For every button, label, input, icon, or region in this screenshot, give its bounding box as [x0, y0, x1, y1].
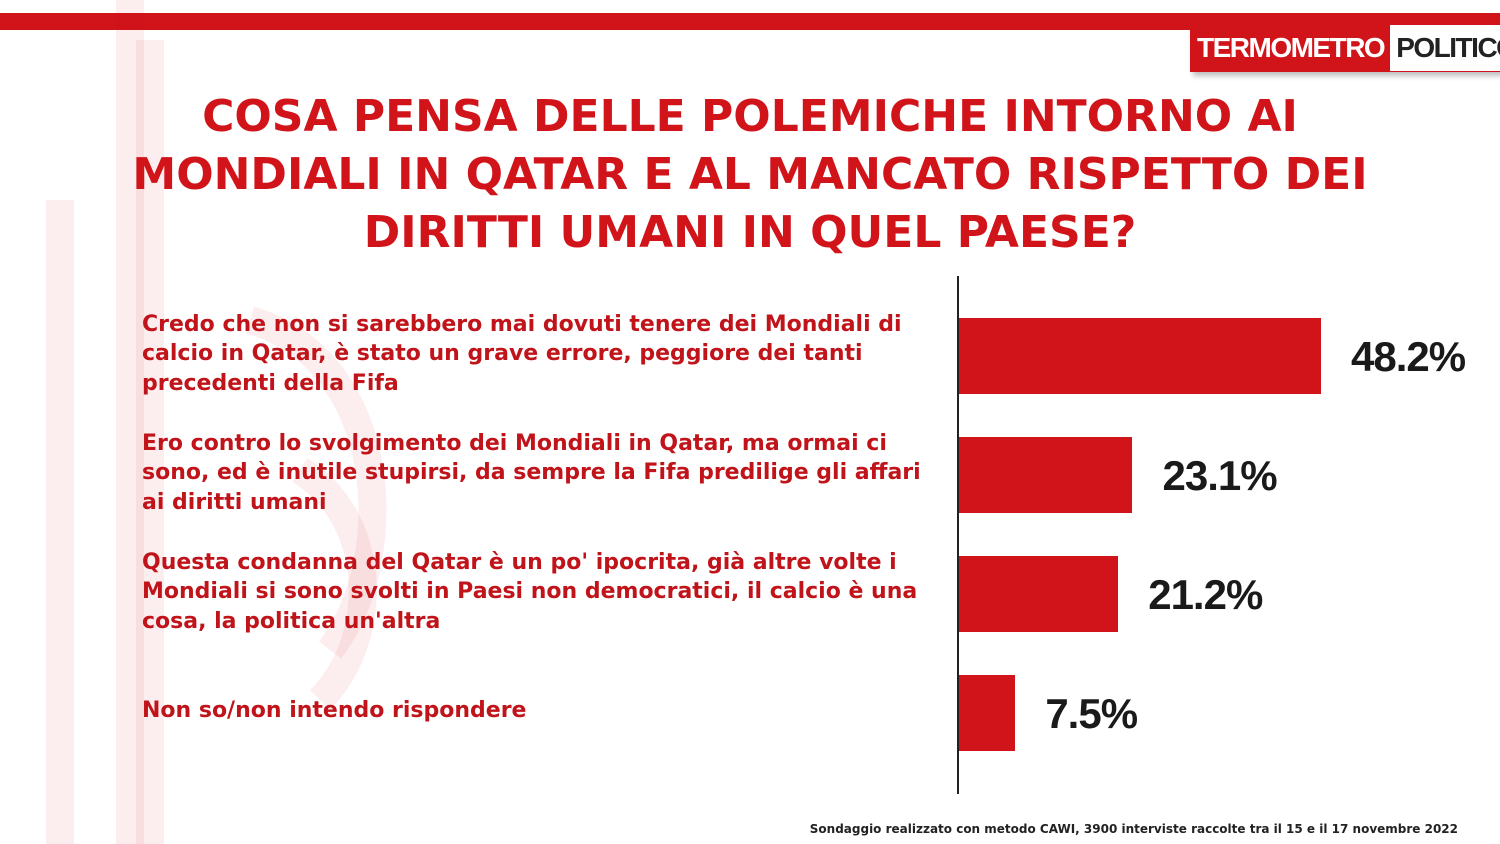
background-watermark [46, 0, 387, 844]
value-label: 23.1% [1162, 452, 1277, 499]
title-line: COSA PENSA DELLE POLEMICHE INTORNO AI [202, 91, 1298, 142]
category-label-line: sono, ed è inutile stupirsi, da sempre l… [142, 460, 921, 486]
category-label-line: Questa condanna del Qatar è un po' ipocr… [142, 549, 897, 575]
category-label: Credo che non si sarebbero mai dovuti te… [142, 310, 957, 399]
bar [959, 675, 1016, 751]
category-label-line: cosa, la politica un'altra [142, 608, 441, 634]
category-label: Questa condanna del Qatar è un po' ipocr… [142, 548, 957, 637]
category-label-line: Credo che non si sarebbero mai dovuti te… [142, 311, 902, 337]
category-label-line: precedenti della Fifa [142, 370, 399, 396]
category-label-line: calcio in Qatar, è stato un grave errore… [142, 341, 863, 367]
chart-title: COSA PENSA DELLE POLEMICHE INTORNO AI MO… [40, 88, 1460, 262]
termometro-politico-logo: TERMOMETRO POLITICO [1190, 24, 1500, 72]
category-label: Non so/non intendo rispondere [142, 696, 957, 726]
bar [959, 437, 1133, 513]
logo-left-text: TERMOMETRO [1191, 25, 1391, 71]
title-line: DIRITTI UMANI IN QUEL PAESE? [363, 207, 1137, 258]
category-label-line: Mondiali si sono svolti in Paesi non dem… [142, 579, 918, 605]
category-label-line: ai diritti umani [142, 489, 327, 515]
category-axis-line [957, 276, 959, 794]
value-label: 21.2% [1148, 571, 1263, 618]
bar [959, 556, 1119, 632]
category-label: Ero contro lo svolgimento dei Mondiali i… [142, 429, 957, 518]
value-label: 48.2% [1351, 333, 1466, 380]
category-label-line: Ero contro lo svolgimento dei Mondiali i… [142, 430, 887, 456]
bar [959, 318, 1321, 394]
category-label-line: Non so/non intendo rispondere [142, 698, 527, 724]
top-accent-bar [0, 13, 1500, 30]
title-line: MONDIALI IN QATAR E AL MANCATO RISPETTO … [132, 149, 1368, 200]
logo-right-text: POLITICO [1390, 25, 1500, 71]
survey-footnote: Sondaggio realizzato con metodo CAWI, 39… [809, 822, 1458, 836]
value-label: 7.5% [1045, 690, 1138, 737]
